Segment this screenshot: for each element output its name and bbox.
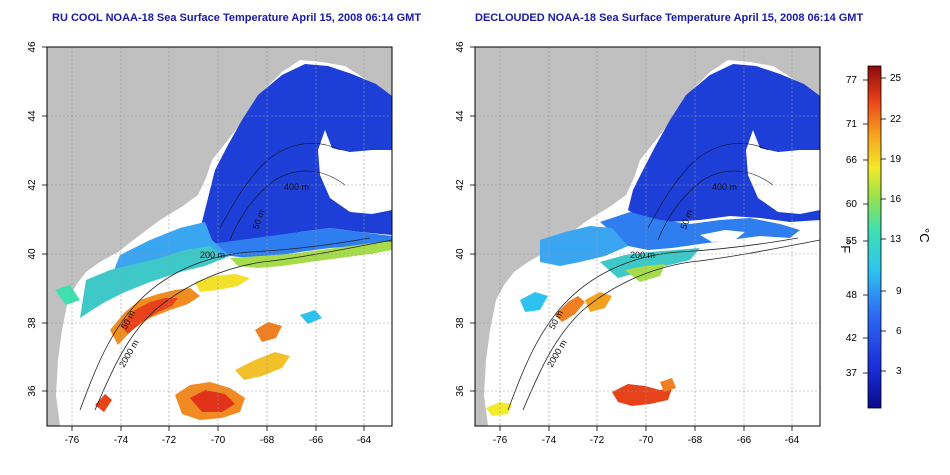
colorbar-f-label: 60 [846, 199, 858, 210]
colorbar-c-label: 22 [890, 114, 902, 125]
left-map-frame [46, 46, 393, 427]
left-cold-water [200, 64, 392, 244]
colorbar-c-label: 19 [890, 154, 902, 165]
colorbar [867, 65, 882, 409]
right-lat-tick: 40 [455, 248, 466, 260]
right-lon-tick: -66 [737, 435, 752, 446]
left-lat-tick: 46 [27, 41, 38, 53]
left-lat-tick: 40 [27, 248, 38, 260]
colorbar-f-label: 55 [846, 236, 858, 247]
left-contour-label-400m: 400 m [284, 182, 309, 192]
colorbar-c-label: 13 [890, 234, 902, 245]
right-lon-tick: -68 [688, 435, 703, 446]
right-contour-label-200m: 200 m [630, 250, 655, 260]
left-lon-tick: -70 [211, 435, 226, 446]
colorbar-f-label: 48 [846, 290, 858, 301]
left-lon-tick: -74 [114, 435, 129, 446]
right-panel-title: DECLOUDED NOAA-18 Sea Surface Temperatur… [475, 12, 864, 24]
right-map-frame [474, 46, 821, 427]
colorbar-f-label: 42 [846, 333, 858, 344]
right-x-axis [499, 426, 793, 431]
left-lon-tick: -66 [309, 435, 324, 446]
right-lon-tick: -64 [785, 435, 800, 446]
left-y-axis [42, 46, 47, 392]
colorbar-c-label: 16 [890, 194, 902, 205]
right-contour-label-400m: 400 m [712, 182, 737, 192]
colorbar-f-label: 71 [846, 119, 858, 130]
right-lat-tick: 36 [455, 385, 466, 397]
colorbar-c-label: 9 [896, 286, 902, 297]
left-lat-tick: 44 [27, 110, 38, 122]
right-lat-tick: 38 [455, 317, 466, 329]
colorbar-c-label: 6 [896, 326, 902, 337]
left-panel-title: RU COOL NOAA-18 Sea Surface Temperature … [52, 12, 422, 24]
right-lon-tick: -74 [542, 435, 557, 446]
left-contour-label-200m: 200 m [200, 250, 225, 260]
colorbar-unit-celsius: °C [917, 228, 932, 243]
colorbar-unit-fahrenheit: °F [838, 240, 853, 253]
right-lat-tick: 46 [455, 41, 466, 53]
left-lon-tick: -72 [162, 435, 177, 446]
right-map [475, 47, 820, 426]
right-lon-tick: -76 [493, 435, 508, 446]
left-lat-tick: 42 [27, 179, 38, 191]
right-land-mass [475, 47, 820, 426]
colorbar-fahrenheit-ticks [863, 79, 868, 374]
left-lon-tick: -68 [260, 435, 275, 446]
left-lon-tick: -64 [357, 435, 372, 446]
left-lat-tick: 38 [27, 317, 38, 329]
left-land-mass [47, 47, 392, 426]
colorbar-f-label: 66 [846, 155, 858, 166]
colorbar-celsius-ticks [881, 77, 886, 372]
right-lat-tick: 42 [455, 179, 466, 191]
colorbar-f-label: 37 [846, 368, 858, 379]
left-x-axis [71, 426, 365, 431]
left-lon-tick: -76 [65, 435, 80, 446]
left-map [47, 47, 392, 426]
right-y-axis [470, 46, 475, 392]
right-lat-tick: 44 [455, 110, 466, 122]
left-lat-tick: 36 [27, 385, 38, 397]
right-lon-tick: -72 [590, 435, 605, 446]
colorbar-f-label: 77 [846, 75, 858, 86]
right-lon-tick: -70 [639, 435, 654, 446]
colorbar-c-label: 3 [896, 366, 902, 377]
colorbar-c-label: 25 [890, 73, 902, 84]
